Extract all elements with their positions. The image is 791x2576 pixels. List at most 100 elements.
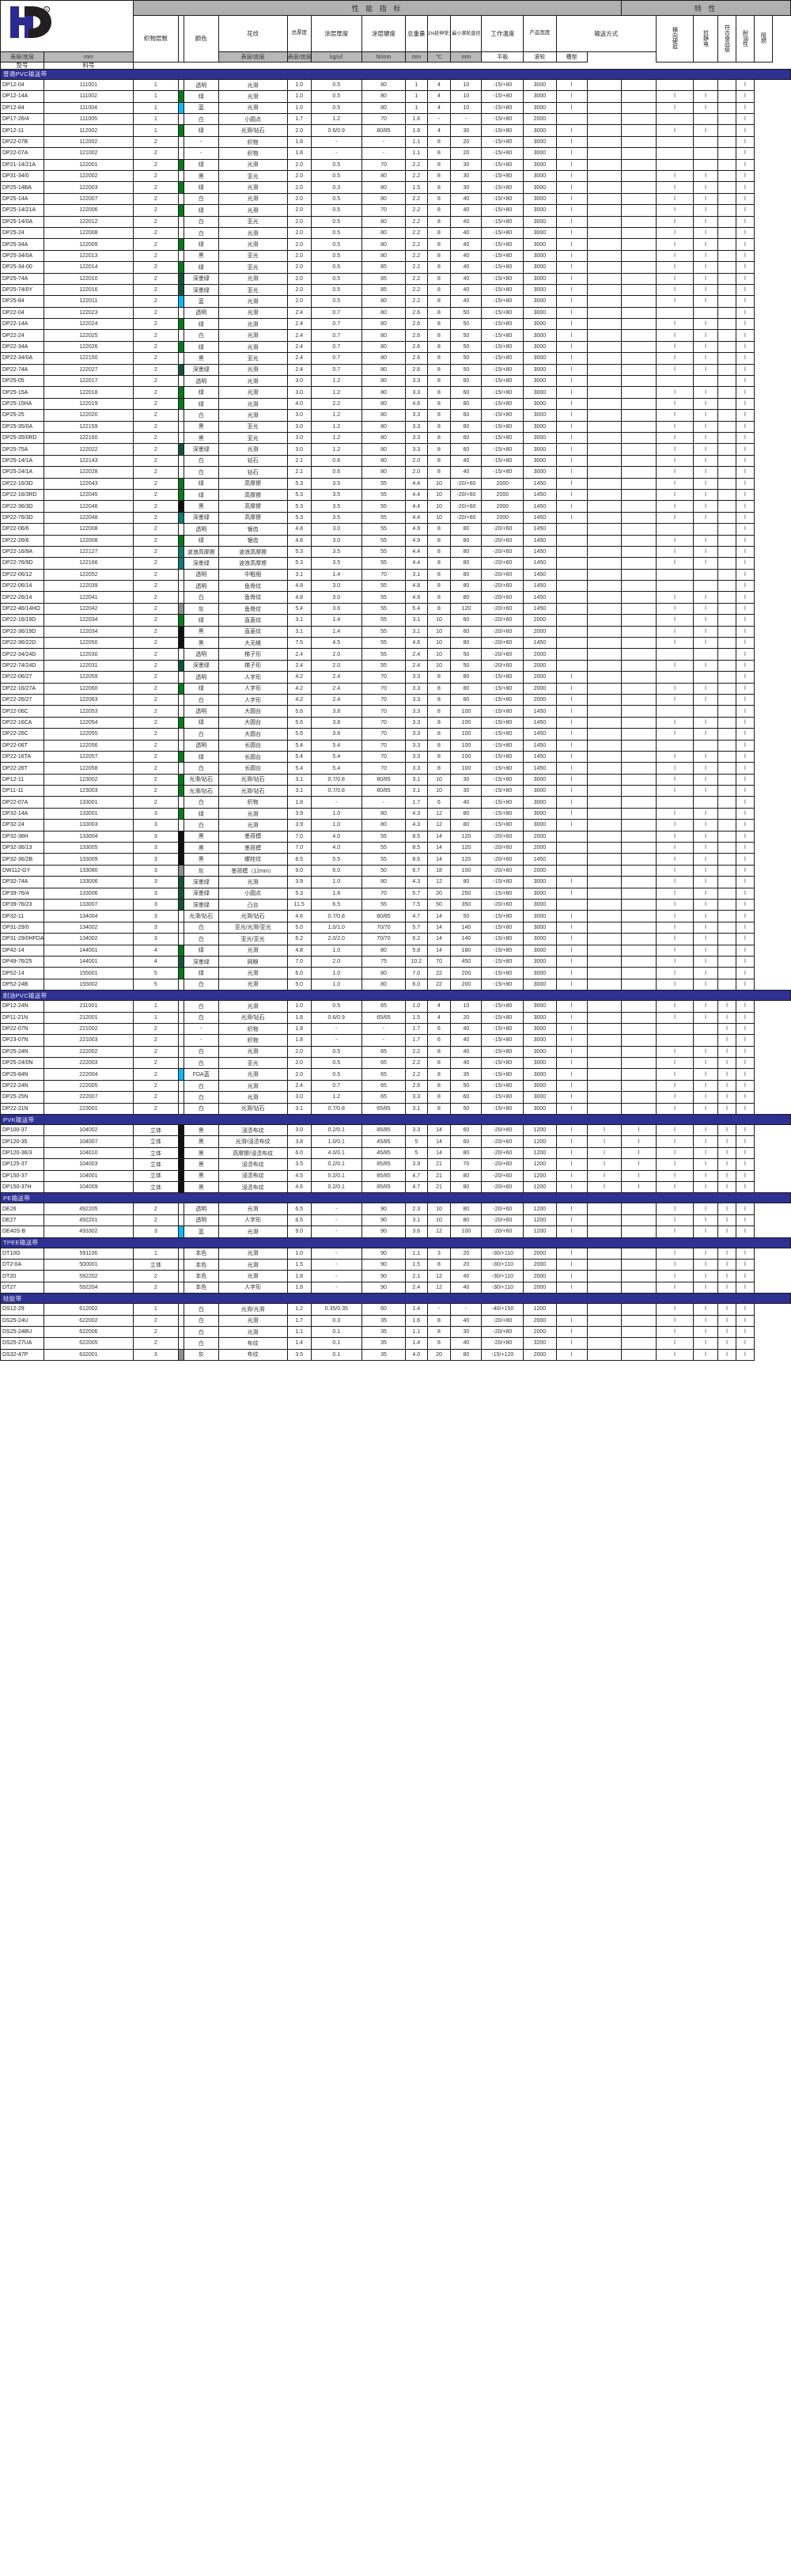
table-row[interactable]: DP25-14/1A 122143 2 白钻石 2.1 0.6 80 2.0 8 40 -15/+8… — [0, 454, 791, 468]
table-row[interactable]: DP12-14A 111002 1 绿光滑 1.0 0.5 80 1 4 10 -15/+80 300… — [0, 90, 791, 103]
table-row[interactable]: DP22-34A 122026 2 绿光滑 2.4 0.7 80 2.6 8 50 -15/+80 3… — [0, 340, 791, 354]
table-row[interactable]: DT20 592202 2 本色 光滑 1.8-90 2.1 12 40 -30/+110 2000… — [0, 1270, 791, 1282]
table-row[interactable]: DP25-14/21A 122006 2 绿光滑 2.0 0.5 70 2.2 8 40 -15/+… — [0, 204, 791, 217]
table-row[interactable]: DS12-29 612002 1 白光滑/光滑 1.2 0.35/0.35 60 1.4- - -… — [0, 1303, 791, 1316]
table-row[interactable]: DP31-29/0HFDA 134002 3 白亚光/亚光 6.2 2.0/2.0 70/7… — [0, 933, 791, 945]
table-row[interactable]: DP25-35/0RD 122160 2 黑亚光 3.0 1.2 80 3.3 8 60 -15/+… — [0, 431, 791, 445]
table-row[interactable]: DP22-16TA 122057 2 绿长圆台 5.4 5.4 70 3.3 8 100 -15/+… — [0, 750, 791, 763]
table-row[interactable]: DP22-26C 122055 2 白大圆台 5.6 3.8 70 3.3 8 100 -15/+8… — [0, 728, 791, 741]
table-row[interactable]: DP25-14BA 122003 2 绿光滑 2.0 0.3 80 1.5 8 30 -15/+80… — [0, 181, 791, 194]
table-row[interactable]: DP22-06C 122053 2 透明 大圆台 5.6 3.8 70 3.3 8 100 -15/+… — [0, 705, 791, 718]
table-row[interactable]: DT10G 591106 1 本色 光滑 1.0-90 1.1 3 20 -30/+110 2000… — [0, 1247, 791, 1260]
table-row[interactable]: DP22-36/3D 122046 2 黑高摩擦 5.3 3.5 55 4.4 10 -20/+6… — [0, 500, 791, 513]
table-row[interactable]: DS25-24U 622002 2 白光滑 1.7 0.3 35 1.6 8 40 -20/+80 2… — [0, 1314, 791, 1327]
table-row[interactable]: DS25-24BU 622006 2 白光滑 1.1 0.1 35 1.1 8 30 -20/+80… — [0, 1325, 791, 1339]
table-row[interactable]: DP25-14/0A 122012 2 白亚光 2.0 0.5 80 2.2 8 40 -15/+8… — [0, 215, 791, 228]
table-row[interactable]: DP22-06/14 122039 2 透明 鱼骨纹 4.8 3.0 55 4.8 8 80 -20/… — [0, 580, 791, 593]
table-row[interactable]: DP25-75A 122022 2 深墨绿 光滑 3.0 1.2 80 3.3 8 60 -15/+8… — [0, 443, 791, 456]
table-row[interactable]: DP22-06T 122056 2 透明 长圆台 5.4 5.4 70 3.3 8 100 -15/+… — [0, 739, 791, 752]
table-row[interactable]: DP25-25N 222007 2 白光滑 3.0 1.2 65 3.3 8 60 -15/+80 3… — [0, 1091, 791, 1104]
table-row[interactable]: DT27 592204 2 本色 人字形 1.8-90 2.4 12 40 -30/+110 200… — [0, 1281, 791, 1294]
table-row[interactable]: DP12-84 111004 1 蓝光滑 1.0 0.5 80 1 4 10 -15/+80 3000… — [0, 101, 791, 115]
table-row[interactable]: DP22-21N 223001 2 白光滑/钻石 3.1 0.7/0.8 65/85 3.1 8… — [0, 1102, 791, 1116]
table-row[interactable]: DP22-36/19D 122034 2 黑直菱纹 3.1 1.4 55 3.1 10 60 -20… — [0, 625, 791, 638]
table-row[interactable]: DP150-37 104001 立体黑浸渍布纹 4.5 0.2/0.1 85/85 4.7 2… — [0, 1169, 791, 1182]
table-row[interactable]: DP25-34/0A 122013 2 黑亚光 2.0 0.5 80 2.2 8 40 -15/+8… — [0, 249, 791, 263]
table-row[interactable]: DP32-36H 133004 3 黑墨荷模 7.0 4.0 55 8.5 14 120 -20/+… — [0, 830, 791, 843]
table-row[interactable]: DP32-36/13 133005 3 黑墨荷模 7.0 4.0 55 8.5 14 120 -20… — [0, 842, 791, 854]
table-row[interactable]: DP22-16/19D 122034 2 绿直菱纹 3.1 1.4 55 3.1 10 60 -20… — [0, 614, 791, 627]
table-row[interactable]: DP25-84N 222004 2 FDA蓝 光滑 2.0 0.5 65 2.2 8 35 -15/+… — [0, 1068, 791, 1081]
table-row[interactable]: DP150-37H 104009 立体黑浸渍布纹 4.6 0.2/0.1 85/85 4.7… — [0, 1180, 791, 1194]
table-row[interactable]: DP42-14 144001 4 绿光滑 4.8 1.0 80 5.8 14 180 -15/+80… — [0, 944, 791, 957]
table-row[interactable]: DP22-76/3D 122048 2 深墨绿 高摩擦 5.3 3.5 55 4.4 10 -20/… — [0, 511, 791, 525]
table-row[interactable]: DP22-07B 112002 2- 织物 1.8- -1.1 8 20 -15/+80 3000… — [0, 135, 791, 149]
table-row[interactable]: DP22-34/0A 122150 2 黑亚光 2.4 0.7 80 2.6 8 50 -15/+8… — [0, 352, 791, 365]
table-row[interactable]: DP22-06/6 122008 2 透明 锯齿 4.8 3.0 55 4.9 8 80 -20/+6… — [0, 523, 791, 536]
table-row[interactable]: DE27 492201 2 透明 人字形 6.5-90 3.1 10 80 -20/+60 1200… — [0, 1214, 791, 1227]
table-row[interactable]: DP25-24/1A 122028 2 白钻石 2.1 0.6 80 2.0 8 40 -15/+8… — [0, 466, 791, 479]
table-row[interactable]: DP25-15HA 122019 2 绿光滑 4.0 2.2 80 4.6 8 80 -15/+80… — [0, 397, 791, 411]
table-row[interactable]: DP22-07N 221002 2- 织物 1.8- -1.7 6 40 -15/+80 3000… — [0, 1022, 791, 1036]
table-row[interactable]: DP25-74/0Y 122016 2 深墨绿 亚光 2.0 0.5 85 2.2 8 40 -15/… — [0, 283, 791, 297]
table-row[interactable]: DP22-36/22D 122050 2 黑大无帷 7.5 4.5 55 4.6 10 80 -20… — [0, 637, 791, 650]
table-row[interactable]: DP22-34/24D 122030 2 透明 梯子形 2.4 2.0 55 2.4 10 50 -2… — [0, 648, 791, 661]
table-row[interactable]: DS25-27UA 622005 2 白布纹 1.4 0.1 35 1.4 8 40 -20/+80… — [0, 1337, 791, 1350]
table-row[interactable]: DP22-74A 122027 2 深墨绿 光滑 2.4 0.7 80 2.6 8 50 -15/+8… — [0, 363, 791, 377]
table-row[interactable]: DP23-07N 221003 2- 织物 1.8- -1.7 6 40 -15/+80 3000… — [0, 1034, 791, 1047]
table-row[interactable]: DP12-11 112002 1 绿光滑/钻石 2.0 0.6/0.9 80/85 1.9 4 3… — [0, 124, 791, 137]
table-row[interactable]: DP25-74A 122010 2 深墨绿 光滑 2.0 0.5 85 2.2 8 40 -15/+8… — [0, 272, 791, 285]
table-row[interactable]: DT2-0A 500001 立体 本色 光滑 1.5-90 1.5 8 20 -30/+110 20… — [0, 1258, 791, 1271]
table-row[interactable]: DP25-14A 122007 2 白光滑 2.0 0.5 80 2.2 8 40 -15/+80 3… — [0, 192, 791, 206]
table-row[interactable]: DP125-37 104003 立体黑浸渍布纹 3.5 0.2/0.1 85/85 3.9 2… — [0, 1158, 791, 1171]
table-row[interactable]: DP49-76/25 144001 4 深墨绿 网眼 7.0 2.0 75 10.2 70 450-… — [0, 955, 791, 968]
table-row[interactable]: DP22-06/12 122052 2 透明 中粗细 3.1 1.4 70 3.1 8 80 -20/… — [0, 568, 791, 581]
table-row[interactable]: DP32-11 134004 3 光滑/钻石 光滑/钻石 4.6 0.7/0.8 80/85 4… — [0, 910, 791, 922]
table-row[interactable]: DP25-24N 222002 2 白光滑 2.0 0.5 65 2.2 8 40 -15/+80 3… — [0, 1045, 791, 1059]
table-row[interactable]: DP22-74/24D 122031 2 深墨绿 梯子形 2.4 2.0 55 2.4 10 50-… — [0, 659, 791, 672]
table-row[interactable]: DP22-07A 133001 2 白织物 1.8- -1.7 6 40 -15/+80 3000… — [0, 796, 791, 809]
table-row[interactable]: DP22-24N 222005 2 白光滑 2.4 0.7 65 2.6 8 50 -15/+80 3… — [0, 1079, 791, 1093]
table-row[interactable]: DP12-11 123002 2 光滑/钻石 光滑/钻石 3.1 0.7/0.8 80/85 3… — [0, 773, 791, 786]
table-row[interactable]: DP52-24B 155002 5 白光滑 5.0 1.0 80 6.0 22 200 -15/+8… — [0, 978, 791, 991]
table-row[interactable]: DP25-24/0N 222003 2 白亚光 2.0 0.5 65 2.2 8 40 -15/+8… — [0, 1057, 791, 1070]
table-row[interactable]: DP32-14A 133001 3 绿光滑 3.9 1.0 80 4.3 12 80 -15/+80… — [0, 807, 791, 820]
table-row[interactable]: DP22-46/14HO 122042 2 灰鱼骨纹 5.4 3.6 55 5.4 8 120 -2… — [0, 602, 791, 616]
table-row[interactable]: DP22-24 122025 2 白光滑 2.4 0.7 80 2.6 8 50 -15/+80 30… — [0, 329, 791, 342]
table-row[interactable]: DP22-16/3RD 122045 2 绿高摩擦 5.3 3.5 55 4.4 10 -20/+… — [0, 488, 791, 502]
table-row[interactable]: DP32-74A 133006 3 深墨绿 光滑 3.9 1.0 80 4.3 12 80 -15/+… — [0, 876, 791, 888]
table-row[interactable]: DP21-14/21A 122001 2 绿光滑 2.0 0.5 70 2.2 8 30 -15/+… — [0, 158, 791, 172]
table-row[interactable]: DP22-07A 121002 2- 织物 1.8- -1.1 8 20 -15/+80 3000… — [0, 147, 791, 160]
table-row[interactable]: DP22-26/27 122063 2 白人字形 4.2 2.4 70 3.3 8 80 -15/+… — [0, 693, 791, 707]
table-row[interactable]: DP22-16/9A 122127 2 波浪高摩擦 波浪高摩擦 5.3 3.5 55 4.4 8 8… — [0, 545, 791, 559]
table-row[interactable]: DS32-47P 632001 3 灰布纹 3.5 0.1 35 4.0 20 80 -15/+12… — [0, 1348, 791, 1362]
table-row[interactable]: DP32-24 133003 3 白光滑 3.9 1.0 80 4.3 12 80 -15/+80 3… — [0, 819, 791, 832]
table-row[interactable]: DP11-21N 212001 1 白光滑/钻石 1.8 0.6/0.9 65/65 1.5 4… — [0, 1011, 791, 1024]
table-row[interactable]: DP31-29/0 134002 3 白亚光/光滑/亚光 5.0 1.0/1.0 70/70… — [0, 921, 791, 934]
table-row[interactable]: DP52-14 155001 5 绿光滑 6.0 1.0 80 7.0 22 200 -15/+80… — [0, 967, 791, 979]
table-row[interactable]: DE40S-B 493302 3 蓝光滑 9.0-90 3.6 12 100 -20/+60 12… — [0, 1225, 791, 1238]
table-row[interactable]: DP32-36/2B 133009 3 黑螺栓纹 8.5 5.5 55 8.6 14 120 -20… — [0, 853, 791, 866]
table-row[interactable]: DP17-26/4 111005 1 白小圆点 1.7 1.2 70 1.6- - -15/+80… — [0, 113, 791, 126]
table-row[interactable]: DP22-26T 122058 2 白长圆台 5.4 5.4 70 3.3 8 100 -15/+8… — [0, 762, 791, 775]
table-row[interactable]: DP25-34-00 122014 2 绿亚光 2.0 0.5 85 2.2 8 40 -15/+8… — [0, 261, 791, 274]
table-row[interactable]: DP25-35/0A 122159 2 黑亚光 3.0 1.2 80 3.3 8 60 -15/+8… — [0, 420, 791, 433]
table-row[interactable]: DP22-76/9D 122166 2 深墨绿 波浪高摩擦 5.3 3.5 55 4.4 8 80-… — [0, 557, 791, 570]
table-row[interactable]: DE26 492205 2 透明 光滑 6.5-90 2.3 10 80 -20/+60 1200 l… — [0, 1203, 791, 1215]
table-row[interactable]: DP120-36/3 104010 立体黑高摩擦/浸渍布纹 6.0 4.0/0.1 45/… — [0, 1146, 791, 1160]
table-row[interactable]: DP22-16/27A 122060 2 绿人字形 4.2 2.4 70 3.3 8 80 -15/… — [0, 682, 791, 695]
table-row[interactable]: DP22-14A 122024 2 绿光滑 2.4 0.7 80 2.6 8 50 -15/+80 3… — [0, 318, 791, 331]
table-row[interactable]: DP39-76/4 133006 3 深墨绿 小圆点 5.3 1.8 70 5.7 20 250 -1… — [0, 887, 791, 900]
table-row[interactable]: DP25-84 122011 2 蓝光滑 2.0 0.5 80 2.2 8 40 -15/+80 30… — [0, 295, 791, 308]
table-row[interactable]: DP25-25 122020 2 白光滑 3.0 1.2 80 3.3 8 60 -15/+80 30… — [0, 409, 791, 422]
table-row[interactable]: DP12-24N 211001 1 白光滑 1.0 0.5 65 1.0 4 10 -15/+80 3… — [0, 1000, 791, 1013]
table-row[interactable]: DP100-37 104002 立体黑浸渍布纹 3.0 0.2/0.1 85/85 3.3 1… — [0, 1124, 791, 1137]
table-row[interactable]: DP22-16CA 122054 2 绿大圆台 5.6 3.8 70 3.3 8 100 -15/+… — [0, 716, 791, 729]
table-row[interactable]: DW112-GY 133080 3 灰墨荷模（12mm） 9.0 6.0 50 6.7 18 10… — [0, 864, 791, 877]
table-row[interactable]: DP11-11 123003 2 光滑/钻石 光滑/钻石 3.1 0.7/0.8 80/85 3… — [0, 785, 791, 797]
table-row[interactable]: DP22-26/14 122041 2 白鱼骨纹 4.8 3.0 55 4.8 8 80 -20/+… — [0, 591, 791, 604]
table-row[interactable]: DP22-16/3D 122043 2 绿高摩擦 5.3 3.5 55 4.4 10 -20/+6… — [0, 477, 791, 490]
table-row[interactable]: DP22-04 122023 2 透明 光滑 2.4 0.7 80 2.6 8 50 -15/+80 3… — [0, 306, 791, 320]
table-row[interactable]: DP25-24 122008 2 白光滑 2.0 0.5 80 2.2 8 40 -15/+80 30… — [0, 226, 791, 240]
table-row[interactable]: DP22-06/27 122059 2 透明 人字形 4.2 2.4 70 3.3 8 80 -15/… — [0, 671, 791, 684]
